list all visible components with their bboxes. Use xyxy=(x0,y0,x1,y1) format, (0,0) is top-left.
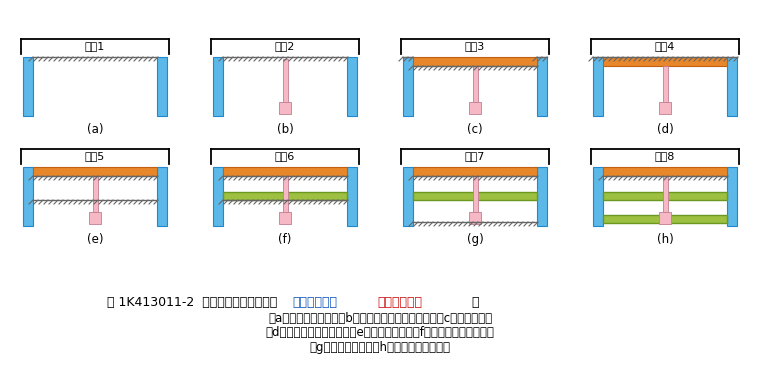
Bar xyxy=(659,212,671,224)
Bar xyxy=(157,57,167,116)
Bar xyxy=(23,57,33,116)
Bar xyxy=(473,66,477,102)
Text: （a）构筑围护结构；（b）构筑主体结构中间立柱；（c）构筑顶板；: （a）构筑围护结构；（b）构筑主体结构中间立柱；（c）构筑顶板； xyxy=(268,312,492,326)
Text: (h): (h) xyxy=(657,232,673,246)
Bar xyxy=(663,66,667,102)
Bar xyxy=(537,167,547,226)
Bar xyxy=(213,167,223,226)
Bar xyxy=(403,167,413,226)
Text: ）: ） xyxy=(471,295,479,308)
Bar xyxy=(213,57,223,116)
Bar xyxy=(93,176,97,212)
Text: (g): (g) xyxy=(467,232,483,246)
Bar xyxy=(727,57,737,116)
Bar xyxy=(223,192,347,200)
Text: 步骤3: 步骤3 xyxy=(465,42,485,51)
Text: (a): (a) xyxy=(87,122,103,135)
Text: 步骤6: 步骤6 xyxy=(275,151,295,161)
Text: (b): (b) xyxy=(277,122,293,135)
Bar xyxy=(279,102,291,114)
Bar xyxy=(283,59,287,102)
Bar xyxy=(347,167,357,226)
Bar xyxy=(283,176,287,212)
Bar xyxy=(603,192,727,200)
Text: 图 1K413011-2  盖挖逆作法施工流程（: 图 1K413011-2 盖挖逆作法施工流程（ xyxy=(107,295,277,308)
Text: 步骤5: 步骤5 xyxy=(85,151,105,161)
Bar xyxy=(223,167,347,176)
Bar xyxy=(727,167,737,226)
Text: 步骤4: 步骤4 xyxy=(655,42,675,51)
Bar xyxy=(603,215,727,223)
Bar xyxy=(347,57,357,116)
Bar xyxy=(469,212,481,224)
Bar xyxy=(23,167,33,226)
Text: 步骤2: 步骤2 xyxy=(275,42,295,51)
Text: 步骤1: 步骤1 xyxy=(85,42,105,51)
Bar xyxy=(33,167,157,176)
Bar xyxy=(89,212,101,224)
Bar xyxy=(537,57,547,116)
Text: （g）开挖下层土；（h）构筑下层主体结构: （g）开挖下层土；（h）构筑下层主体结构 xyxy=(309,340,451,353)
Bar xyxy=(593,57,603,116)
Text: (f): (f) xyxy=(278,232,292,246)
Bar xyxy=(593,167,603,226)
Bar xyxy=(603,167,727,176)
Bar xyxy=(659,102,671,114)
Text: (e): (e) xyxy=(87,232,103,246)
Bar xyxy=(603,57,727,66)
Text: 土方、结构均: 土方、结构均 xyxy=(293,295,337,308)
Bar xyxy=(413,167,537,176)
Text: 由上至下施工: 由上至下施工 xyxy=(378,295,423,308)
Bar xyxy=(663,176,667,212)
Text: (d): (d) xyxy=(657,122,673,135)
Text: （d）回填土、恢复路面；（e）开挖中层土；（f）构筑上层主体结构；: （d）回填土、恢复路面；（e）开挖中层土；（f）构筑上层主体结构； xyxy=(265,327,495,340)
Bar xyxy=(473,176,477,212)
Text: 步骤7: 步骤7 xyxy=(465,151,485,161)
Bar xyxy=(413,192,537,200)
Bar xyxy=(157,167,167,226)
Bar xyxy=(403,57,413,116)
Bar xyxy=(413,57,537,66)
Text: (c): (c) xyxy=(467,122,483,135)
Bar xyxy=(279,212,291,224)
Text: 步骤8: 步骤8 xyxy=(655,151,675,161)
Bar xyxy=(469,102,481,114)
